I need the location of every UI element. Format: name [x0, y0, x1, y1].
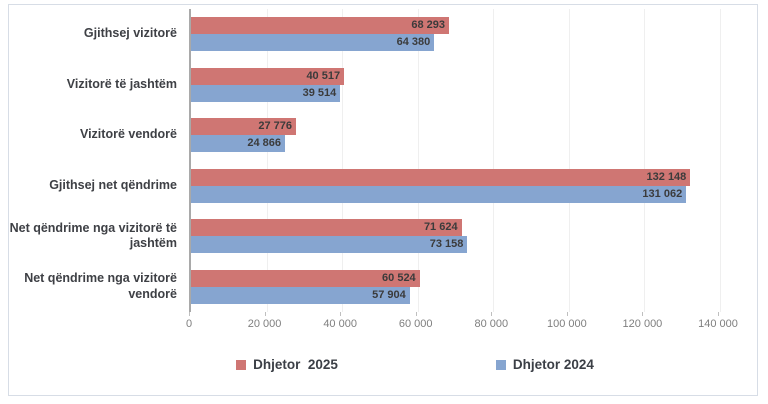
plot-wrap: Gjithsej vizitorë Vizitorë të jashtëm Vizi…: [9, 9, 757, 312]
bar-value-label: 60 524: [382, 271, 416, 284]
category-label: Net qëndrime nga vizitorë vendorë: [24, 271, 177, 301]
axis-tick-label: 140 000: [698, 318, 738, 330]
gridline: [720, 9, 721, 312]
legend-label: Dhjetor 2025: [253, 357, 338, 372]
bar-value-label: 64 380: [396, 36, 431, 49]
axis-tick-label: 80 000: [474, 318, 509, 330]
bar-group: 60 524 57 904: [191, 262, 748, 313]
axis-tick-mark: [340, 312, 342, 316]
bar-dhjetor-2025: 132 148: [191, 168, 691, 186]
bar-value-label: 131 062: [642, 187, 683, 200]
bar-group: 71 624 73 158: [191, 211, 748, 262]
gridline: [644, 9, 646, 312]
bar-value-label: 71 624: [423, 221, 458, 234]
category-axis: Gjithsej vizitorë Vizitorë të jashtëm Vizi…: [9, 9, 189, 312]
value-axis: 0 20 000 40 000 60 000 80 000 100 000 120 000 1…: [185, 312, 746, 334]
category-label: Gjithsej net qëndrime: [49, 177, 177, 192]
bar-dhjetor-2025: 60 524: [191, 269, 420, 287]
axis-tick-mark: [415, 312, 417, 316]
bar-value-label: 73 158: [429, 238, 464, 251]
axis-tick-mark: [264, 312, 266, 316]
axis-tick-label: 100 000: [546, 318, 587, 330]
bar-chart: Gjithsej vizitorë Vizitorë të jashtëm Vizi…: [8, 4, 758, 396]
bar-group: 40 517 39 514: [191, 60, 748, 111]
bar-dhjetor-2024: 131 062: [191, 185, 687, 203]
bar-value-label: 27 776: [258, 120, 292, 133]
bar-value-label: 40 517: [306, 69, 341, 82]
bar-value-label: 39 514: [302, 86, 337, 99]
axis-tick-label: 120 000: [622, 318, 663, 330]
axis-tick-mark: [718, 312, 719, 316]
bar-dhjetor-2024: 57 904: [191, 286, 410, 304]
axis-tick-label: 20 000: [247, 318, 282, 330]
bar-value-label: 132 148: [646, 170, 687, 183]
bar-dhjetor-2024: 39 514: [191, 84, 341, 102]
axis-tick-mark: [491, 312, 493, 316]
legend-swatch-icon: [236, 359, 247, 370]
bar-dhjetor-2025: 71 624: [191, 219, 462, 237]
axis-tick-mark: [566, 312, 568, 316]
category-label: Net qëndrime nga vizitorë të jashtëm: [9, 220, 177, 251]
axis-tick-mark: [189, 312, 190, 316]
category-label: Gjithsej vizitorë: [83, 26, 177, 41]
legend: Dhjetor 2025 Dhjetor 2024: [9, 357, 757, 372]
bar-value-label: 24 866: [247, 137, 281, 150]
legend-item-dhjetor-2025: Dhjetor 2025: [236, 357, 338, 372]
gridline: [266, 9, 268, 312]
axis-tick-mark: [642, 312, 644, 316]
bar-value-label: 57 904: [372, 288, 406, 301]
bar-dhjetor-2025: 40 517: [191, 67, 345, 85]
gridline: [342, 9, 344, 312]
axis-tick-label: 0: [185, 318, 193, 330]
bar-group: 27 776 24 866: [191, 110, 748, 161]
axis-tick-label: 60 000: [398, 318, 433, 330]
axis-tick-label: 40 000: [323, 318, 357, 330]
bar-dhjetor-2025: 68 293: [191, 17, 449, 35]
gridline: [493, 9, 495, 312]
category-label: Vizitorë të jashtëm: [66, 76, 177, 91]
chart-body: Gjithsej vizitorë Vizitorë të jashtëm Vizi…: [9, 9, 757, 334]
legend-label: Dhjetor 2024: [512, 357, 594, 372]
gridline: [568, 9, 570, 312]
bar-dhjetor-2024: 24 866: [191, 135, 285, 153]
bar-dhjetor-2025: 27 776: [191, 118, 296, 136]
plot-area: 68 293 64 380 40 517 39 514 27 776 24 866 132 …: [189, 9, 748, 312]
bar-group: 132 148 131 062: [191, 161, 748, 212]
category-label: Vizitorë vendorë: [79, 127, 177, 142]
bar-value-label: 68 293: [411, 19, 445, 32]
legend-swatch-icon: [495, 359, 506, 370]
gridline: [417, 9, 419, 312]
bar-dhjetor-2024: 73 158: [191, 236, 468, 254]
legend-item-dhjetor-2024: Dhjetor 2024: [495, 357, 594, 372]
bar-group: 68 293 64 380: [191, 9, 748, 60]
bar-dhjetor-2024: 64 380: [191, 34, 435, 52]
